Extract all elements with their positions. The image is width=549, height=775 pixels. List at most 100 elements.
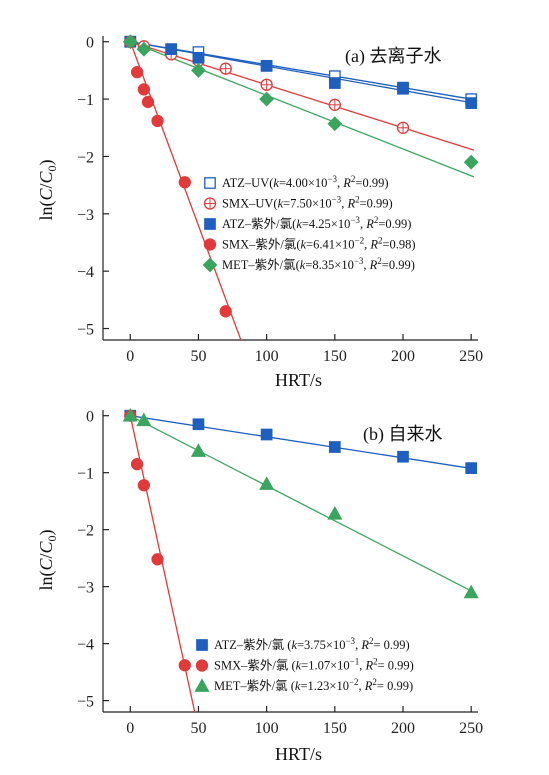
legend-part: = 0.99): [378, 659, 414, 673]
data-point: [465, 462, 478, 474]
data-point: [463, 584, 479, 599]
legend-part: =0.99): [382, 258, 415, 272]
y-axis-title-c: C: [36, 558, 56, 571]
legend-part: ,: [364, 238, 370, 252]
legend-k: k: [295, 679, 301, 693]
y-tick-label: −1: [77, 466, 94, 483]
y-tick-label: −4: [77, 264, 94, 281]
x-tick-label: 0: [126, 348, 134, 365]
legend-entry: MET–紫外/氯(k=8.35×10−3, R2=0.99): [222, 256, 415, 272]
x-axis-title: HRT/s: [275, 744, 322, 764]
legend-entry: ATZ–紫外/氯(k=4.25×10−3, R2=0.99): [222, 215, 411, 231]
x-tick-label: 150: [323, 348, 347, 365]
legend-exponent: −3: [327, 174, 337, 184]
data-point: [178, 659, 191, 672]
legend-marker: [194, 678, 210, 692]
x-tick-label: 250: [459, 720, 483, 737]
y-axis-title: ln(C/C0): [36, 159, 59, 220]
series-2-points: [122, 407, 479, 599]
legend-part: ,: [359, 679, 365, 693]
legend-part: = 0.99): [377, 679, 413, 693]
legend-exponent: −3: [345, 636, 355, 646]
legend-part: ATZ–紫外/氯(: [222, 217, 296, 231]
legend-part: ,: [337, 176, 343, 190]
y-tick-label: −5: [77, 322, 94, 339]
data-point: [192, 418, 205, 431]
legend-part: = 0.99): [373, 638, 409, 652]
legend-superscript: 2: [369, 636, 374, 646]
data-point: [397, 450, 409, 463]
y-tick-label: −1: [77, 92, 94, 109]
legend-k: k: [296, 659, 302, 673]
data-point: [219, 305, 232, 318]
x-axis-title: HRT/s: [275, 370, 322, 390]
data-point: [328, 77, 341, 89]
y-tick-label: −2: [77, 523, 94, 540]
fit-line-series-2: [130, 41, 475, 104]
legend-superscript: 2: [355, 195, 360, 205]
legend-entry: SMX–UV(k=7.50×10−3, R2=0.99): [222, 195, 393, 211]
legend-part: =0.99): [360, 197, 393, 211]
chart-panel-a: 0 50 100 150 200 2500−1−2−3−4−5HRT/sln(C/C0)(…: [36, 34, 483, 390]
legend-part: =4.25×10: [302, 217, 350, 231]
data-point: [327, 116, 343, 132]
legend-marker: [204, 218, 216, 230]
legend-part: =7.50×10: [283, 197, 331, 211]
y-axis-title-pre: ln(: [36, 571, 57, 591]
legend-part: =3.75×10: [297, 638, 345, 652]
data-point: [260, 428, 273, 441]
legend-part: ATZ–紫外/氯 (: [214, 638, 291, 652]
legend-part: ,: [341, 197, 347, 211]
legend-part: ATZ–UV(: [222, 176, 273, 190]
legend-part: =6.41×10: [306, 238, 354, 252]
y-axis-title-c0: C: [36, 170, 56, 183]
data-point: [463, 154, 479, 170]
y-axis-title-post: ): [36, 159, 57, 165]
data-point: [190, 443, 207, 457]
legend-marker: [203, 238, 217, 251]
data-point: [130, 457, 144, 471]
legend-part: ,: [363, 258, 369, 272]
chart-panel-b: 0 50 100 150 200 2500−1−2−3−4−5HRT/sln(C/C0)(…: [36, 407, 483, 764]
data-point: [122, 34, 138, 50]
fit-line-series-4: [130, 41, 475, 178]
legend-entry: SMX–紫外/氯 (k=1.07×10−1, R2= 0.99): [214, 657, 414, 673]
legend-r: R: [369, 258, 378, 272]
y-tick-label: 0: [86, 35, 94, 52]
y-axis-title-subscript: 0: [45, 165, 59, 171]
legend-exponent: −1: [350, 657, 360, 667]
legend-marker: [202, 257, 218, 273]
y-axis-title: ln(C/C0): [36, 529, 59, 590]
y-tick-label: −3: [77, 207, 94, 224]
legend-k: k: [296, 217, 302, 231]
legend-part: ,: [359, 659, 365, 673]
legend-part: =0.98): [383, 238, 416, 252]
y-tick-label: −4: [77, 637, 94, 654]
x-tick-label: 100: [255, 720, 279, 737]
x-tick-label: 100: [255, 348, 279, 365]
data-point: [465, 97, 478, 109]
data-point: [151, 553, 164, 566]
x-tick-label: 50: [190, 348, 206, 365]
series-4-points: [122, 34, 479, 170]
y-tick-label: −2: [77, 149, 94, 166]
y-axis-title-slash: /: [36, 183, 56, 188]
x-tick-label: 200: [391, 348, 415, 365]
data-point: [130, 65, 144, 79]
legend-part: =8.35×10: [305, 258, 353, 272]
series-0-points: [124, 409, 478, 474]
legend-entry: ATZ–UV(k=4.00×10−3, R2=0.99): [222, 174, 389, 190]
legend-k: k: [300, 238, 306, 252]
legend-part: =4.00×10: [279, 176, 327, 190]
legend-superscript: 2: [374, 215, 379, 225]
legend-marker: [196, 639, 208, 651]
panel-title: (b) 自来水: [363, 424, 443, 445]
legend: ATZ–紫外/氯 (k=3.75×10−3, R2= 0.99)SMX–紫外/氯…: [194, 636, 414, 693]
data-point: [191, 63, 206, 78]
data-point: [328, 441, 341, 453]
data-point: [137, 83, 151, 96]
legend-r: R: [346, 197, 355, 211]
legend-superscript: 2: [377, 256, 382, 266]
fit-line-series-2: [129, 415, 475, 593]
